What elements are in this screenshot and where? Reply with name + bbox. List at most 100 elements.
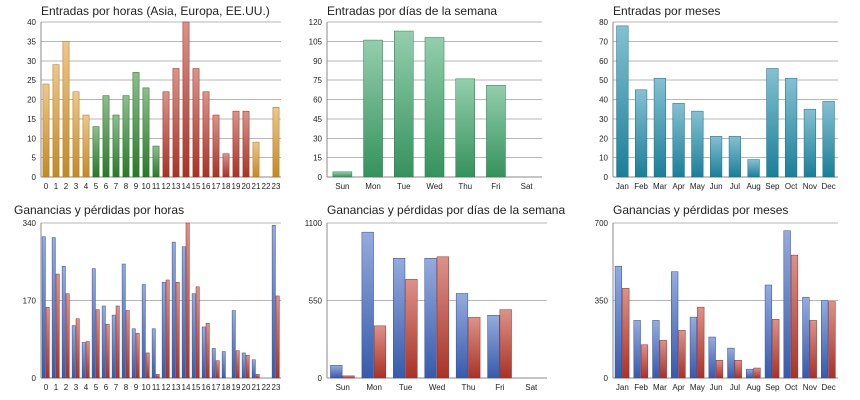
bar [55, 273, 60, 379]
y-tick-label: 350 [595, 297, 609, 306]
x-tick-label: 7 [114, 383, 119, 392]
bar [332, 171, 353, 178]
x-tick-label: 19 [232, 383, 241, 392]
bar [821, 300, 829, 379]
bar [635, 89, 648, 178]
x-tick-label: 10 [142, 383, 151, 392]
bar [622, 288, 630, 379]
bar [221, 351, 226, 379]
bar [85, 341, 90, 379]
y-tick-label: 25 [27, 76, 36, 85]
bar [614, 265, 623, 379]
bar [232, 110, 240, 178]
y-tick-label: 1100 [305, 219, 323, 228]
bar [255, 374, 260, 379]
bar [212, 114, 220, 178]
bar [640, 344, 649, 379]
bar [125, 310, 130, 379]
x-tick-label: 16 [202, 182, 211, 191]
chart-entries-by-weekday: Entradas por días de la semana 0 15 30 45 60… [297, 4, 547, 194]
x-tick-label: May [690, 383, 705, 392]
bar [251, 359, 256, 379]
x-tick-label: 0 [44, 383, 49, 392]
x-tick-label: Thu [462, 383, 476, 392]
bar [275, 295, 280, 379]
bar [394, 30, 414, 178]
x-tick-label: Oct [785, 182, 798, 191]
bar [633, 320, 641, 379]
bar [215, 360, 220, 379]
bar [361, 231, 374, 379]
chart-pnl-by-hour: Ganancias y pérdidas por horas 0 170 340 0 1… [14, 203, 286, 396]
bar [131, 328, 136, 379]
y-tick-label: 70 [599, 37, 608, 46]
bar [734, 360, 742, 379]
plot-area: 0 350 700 Jan Feb Mar Apr May Jun Jul Aug Sep Oct Nov… [595, 219, 838, 392]
x-tick-label: 12 [162, 383, 171, 392]
bar [671, 271, 679, 379]
y-tick-label: 90 [313, 57, 322, 66]
x-tick-label: 6 [104, 182, 109, 191]
bar [790, 254, 799, 379]
x-tick-label: 0 [44, 182, 49, 191]
x-tick-label: Jan [616, 182, 629, 191]
bar [242, 110, 250, 178]
x-tick-label: 8 [124, 383, 129, 392]
y-tick-label: 30 [599, 115, 608, 124]
bar [746, 368, 754, 379]
bar [201, 326, 206, 379]
bar [802, 296, 810, 379]
chart-title: Entradas por días de la semana [327, 4, 498, 18]
x-tick-label: 22 [262, 182, 271, 191]
bar [272, 107, 280, 178]
x-tick-label: Thu [458, 182, 472, 191]
x-tick-label: 17 [212, 182, 221, 191]
bar [678, 330, 686, 379]
y-tick-label: 700 [595, 219, 609, 228]
chart-title: Entradas por meses [613, 4, 721, 18]
x-tick-label: Nov [803, 383, 817, 392]
bar [72, 91, 80, 178]
chart-entries-by-hour: Entradas por horas (Asia, Europa, EE.UU.… [14, 4, 286, 194]
x-tick-label: Wed [426, 182, 442, 191]
x-tick-label: Apr [672, 182, 685, 191]
x-tick-label: 5 [94, 182, 99, 191]
bar [424, 257, 437, 379]
bar [342, 375, 355, 379]
x-tick-label: Sun [335, 182, 349, 191]
x-tick-label: 13 [172, 182, 181, 191]
bar [766, 68, 779, 178]
bar [41, 236, 46, 379]
x-tick-label: Jun [710, 182, 723, 191]
bar [122, 95, 130, 178]
bar [487, 315, 500, 379]
x-tick-label: 21 [252, 182, 261, 191]
x-tick-label: 3 [74, 182, 79, 191]
x-tick-label: Wed [429, 383, 445, 392]
x-tick-label: Tue [399, 383, 413, 392]
bar [145, 352, 150, 379]
bar [202, 91, 210, 178]
x-tick-label: 14 [182, 383, 191, 392]
bar [363, 39, 383, 178]
bar [828, 301, 836, 379]
bar [121, 263, 126, 379]
bar [62, 41, 70, 178]
x-tick-label: Aug [747, 383, 761, 392]
bar [181, 246, 186, 379]
bar [499, 309, 512, 379]
x-tick-label: Sep [765, 182, 780, 191]
bar [141, 284, 146, 379]
x-tick-label: 13 [172, 383, 181, 392]
bar [171, 241, 176, 379]
y-tick-label: 0 [32, 173, 37, 182]
bar [697, 306, 705, 379]
bar [111, 314, 116, 379]
x-tick-label: Sat [521, 182, 534, 191]
plot-area: 0 550 1100 Sun Mon Tue Wed Thu Fri Sat [305, 219, 547, 392]
bar [764, 284, 773, 379]
bar [172, 68, 180, 178]
bar [727, 347, 735, 379]
bar [182, 21, 190, 178]
